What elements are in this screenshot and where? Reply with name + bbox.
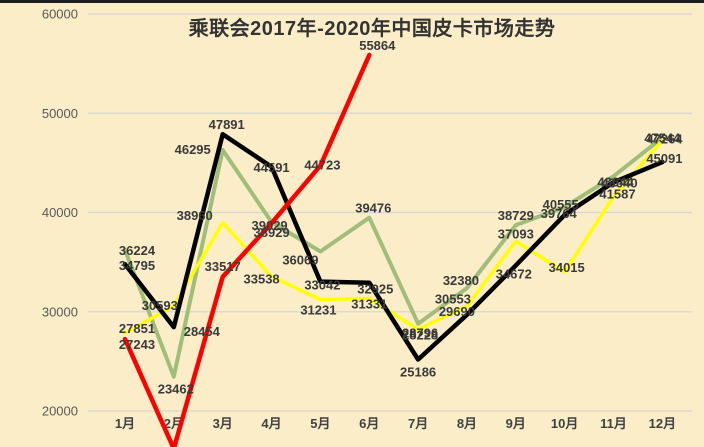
data-label-green-line: 43644 bbox=[597, 174, 634, 189]
y-axis-label: 30000 bbox=[42, 304, 78, 319]
chart-title: 乘联会2017年-2020年中国皮卡市场走势 bbox=[188, 18, 556, 40]
data-label-red-line: 55864 bbox=[359, 38, 396, 53]
data-label-red-line: 27243 bbox=[119, 337, 155, 352]
data-label-yellow-line: 30553 bbox=[435, 291, 471, 306]
data-label-yellow-line: 27851 bbox=[119, 321, 155, 336]
data-label-yellow-line: 38960 bbox=[177, 208, 213, 223]
x-axis-label: 4月 bbox=[261, 416, 281, 431]
x-axis-label: 9月 bbox=[506, 416, 526, 431]
x-axis-label: 12月 bbox=[649, 416, 676, 431]
data-label-green-line: 38729 bbox=[498, 208, 534, 223]
data-label-black-line: 47891 bbox=[209, 117, 245, 132]
x-axis-label: 1月 bbox=[115, 416, 135, 431]
data-label-yellow-line: 31331 bbox=[351, 297, 387, 312]
series-black-line bbox=[122, 131, 665, 362]
data-label-green-line: 36069 bbox=[282, 253, 318, 268]
data-label-black-line: 25186 bbox=[400, 365, 436, 380]
data-label-yellow-line: 34015 bbox=[549, 260, 585, 275]
data-label-yellow-line: 41587 bbox=[599, 187, 635, 202]
data-label-black-line: 39764 bbox=[541, 206, 578, 221]
data-label-black-line: 45091 bbox=[646, 151, 682, 166]
x-axis-label: 5月 bbox=[310, 416, 330, 431]
x-axis-label: 11月 bbox=[600, 416, 627, 431]
data-label-green-line: 28796 bbox=[402, 326, 438, 341]
data-label-yellow-line: 31231 bbox=[300, 303, 336, 318]
series-red-line bbox=[122, 52, 372, 447]
x-axis-label: 6月 bbox=[359, 416, 379, 431]
data-label-red-line: 44723 bbox=[304, 158, 340, 173]
data-label-green-line: 39476 bbox=[355, 201, 391, 216]
data-label-yellow-line: 30593 bbox=[142, 298, 178, 313]
data-label-red-line: 33517 bbox=[205, 259, 241, 274]
window-top-border bbox=[0, 0, 704, 3]
data-label-green-line: 40555 bbox=[543, 197, 579, 212]
x-axis-label: 3月 bbox=[213, 416, 233, 431]
data-label-black-line: 34795 bbox=[119, 258, 155, 273]
data-label-black-line: 28454 bbox=[184, 324, 221, 339]
data-label-green-line: 47544 bbox=[644, 131, 681, 146]
x-axis-label: 10月 bbox=[551, 416, 578, 431]
data-label-yellow-line: 33538 bbox=[244, 272, 280, 287]
data-label-yellow-line: 28228 bbox=[402, 327, 438, 342]
y-axis-label: 20000 bbox=[42, 404, 78, 419]
data-label-green-line: 32380 bbox=[443, 273, 479, 288]
data-label-green-line: 39029 bbox=[252, 218, 288, 233]
data-label-black-line: 29690 bbox=[439, 304, 475, 319]
series-green-line bbox=[123, 135, 665, 379]
data-label-black-line: 34672 bbox=[496, 266, 532, 281]
data-label-black-line: 44591 bbox=[254, 160, 290, 175]
data-label-green-line: 46295 bbox=[175, 142, 211, 157]
data-label-black-line: 33042 bbox=[304, 278, 340, 293]
data-label-green-line: 36224 bbox=[119, 243, 156, 258]
data-label-black-line: 32925 bbox=[357, 282, 393, 297]
series-yellow-line bbox=[123, 138, 665, 335]
x-axis-label: 7月 bbox=[408, 416, 428, 431]
data-label-red-line: 38929 bbox=[254, 225, 290, 240]
y-axis-label: 50000 bbox=[42, 106, 78, 121]
data-label-green-line: 23462 bbox=[158, 382, 194, 397]
data-label-yellow-line: 37093 bbox=[498, 226, 534, 241]
y-axis-label: 40000 bbox=[42, 205, 78, 220]
data-label-yellow-line: 47264 bbox=[646, 131, 683, 146]
y-axis-label: 60000 bbox=[42, 7, 78, 22]
data-label-black-line: 43040 bbox=[601, 175, 637, 190]
x-axis-label: 8月 bbox=[457, 416, 477, 431]
